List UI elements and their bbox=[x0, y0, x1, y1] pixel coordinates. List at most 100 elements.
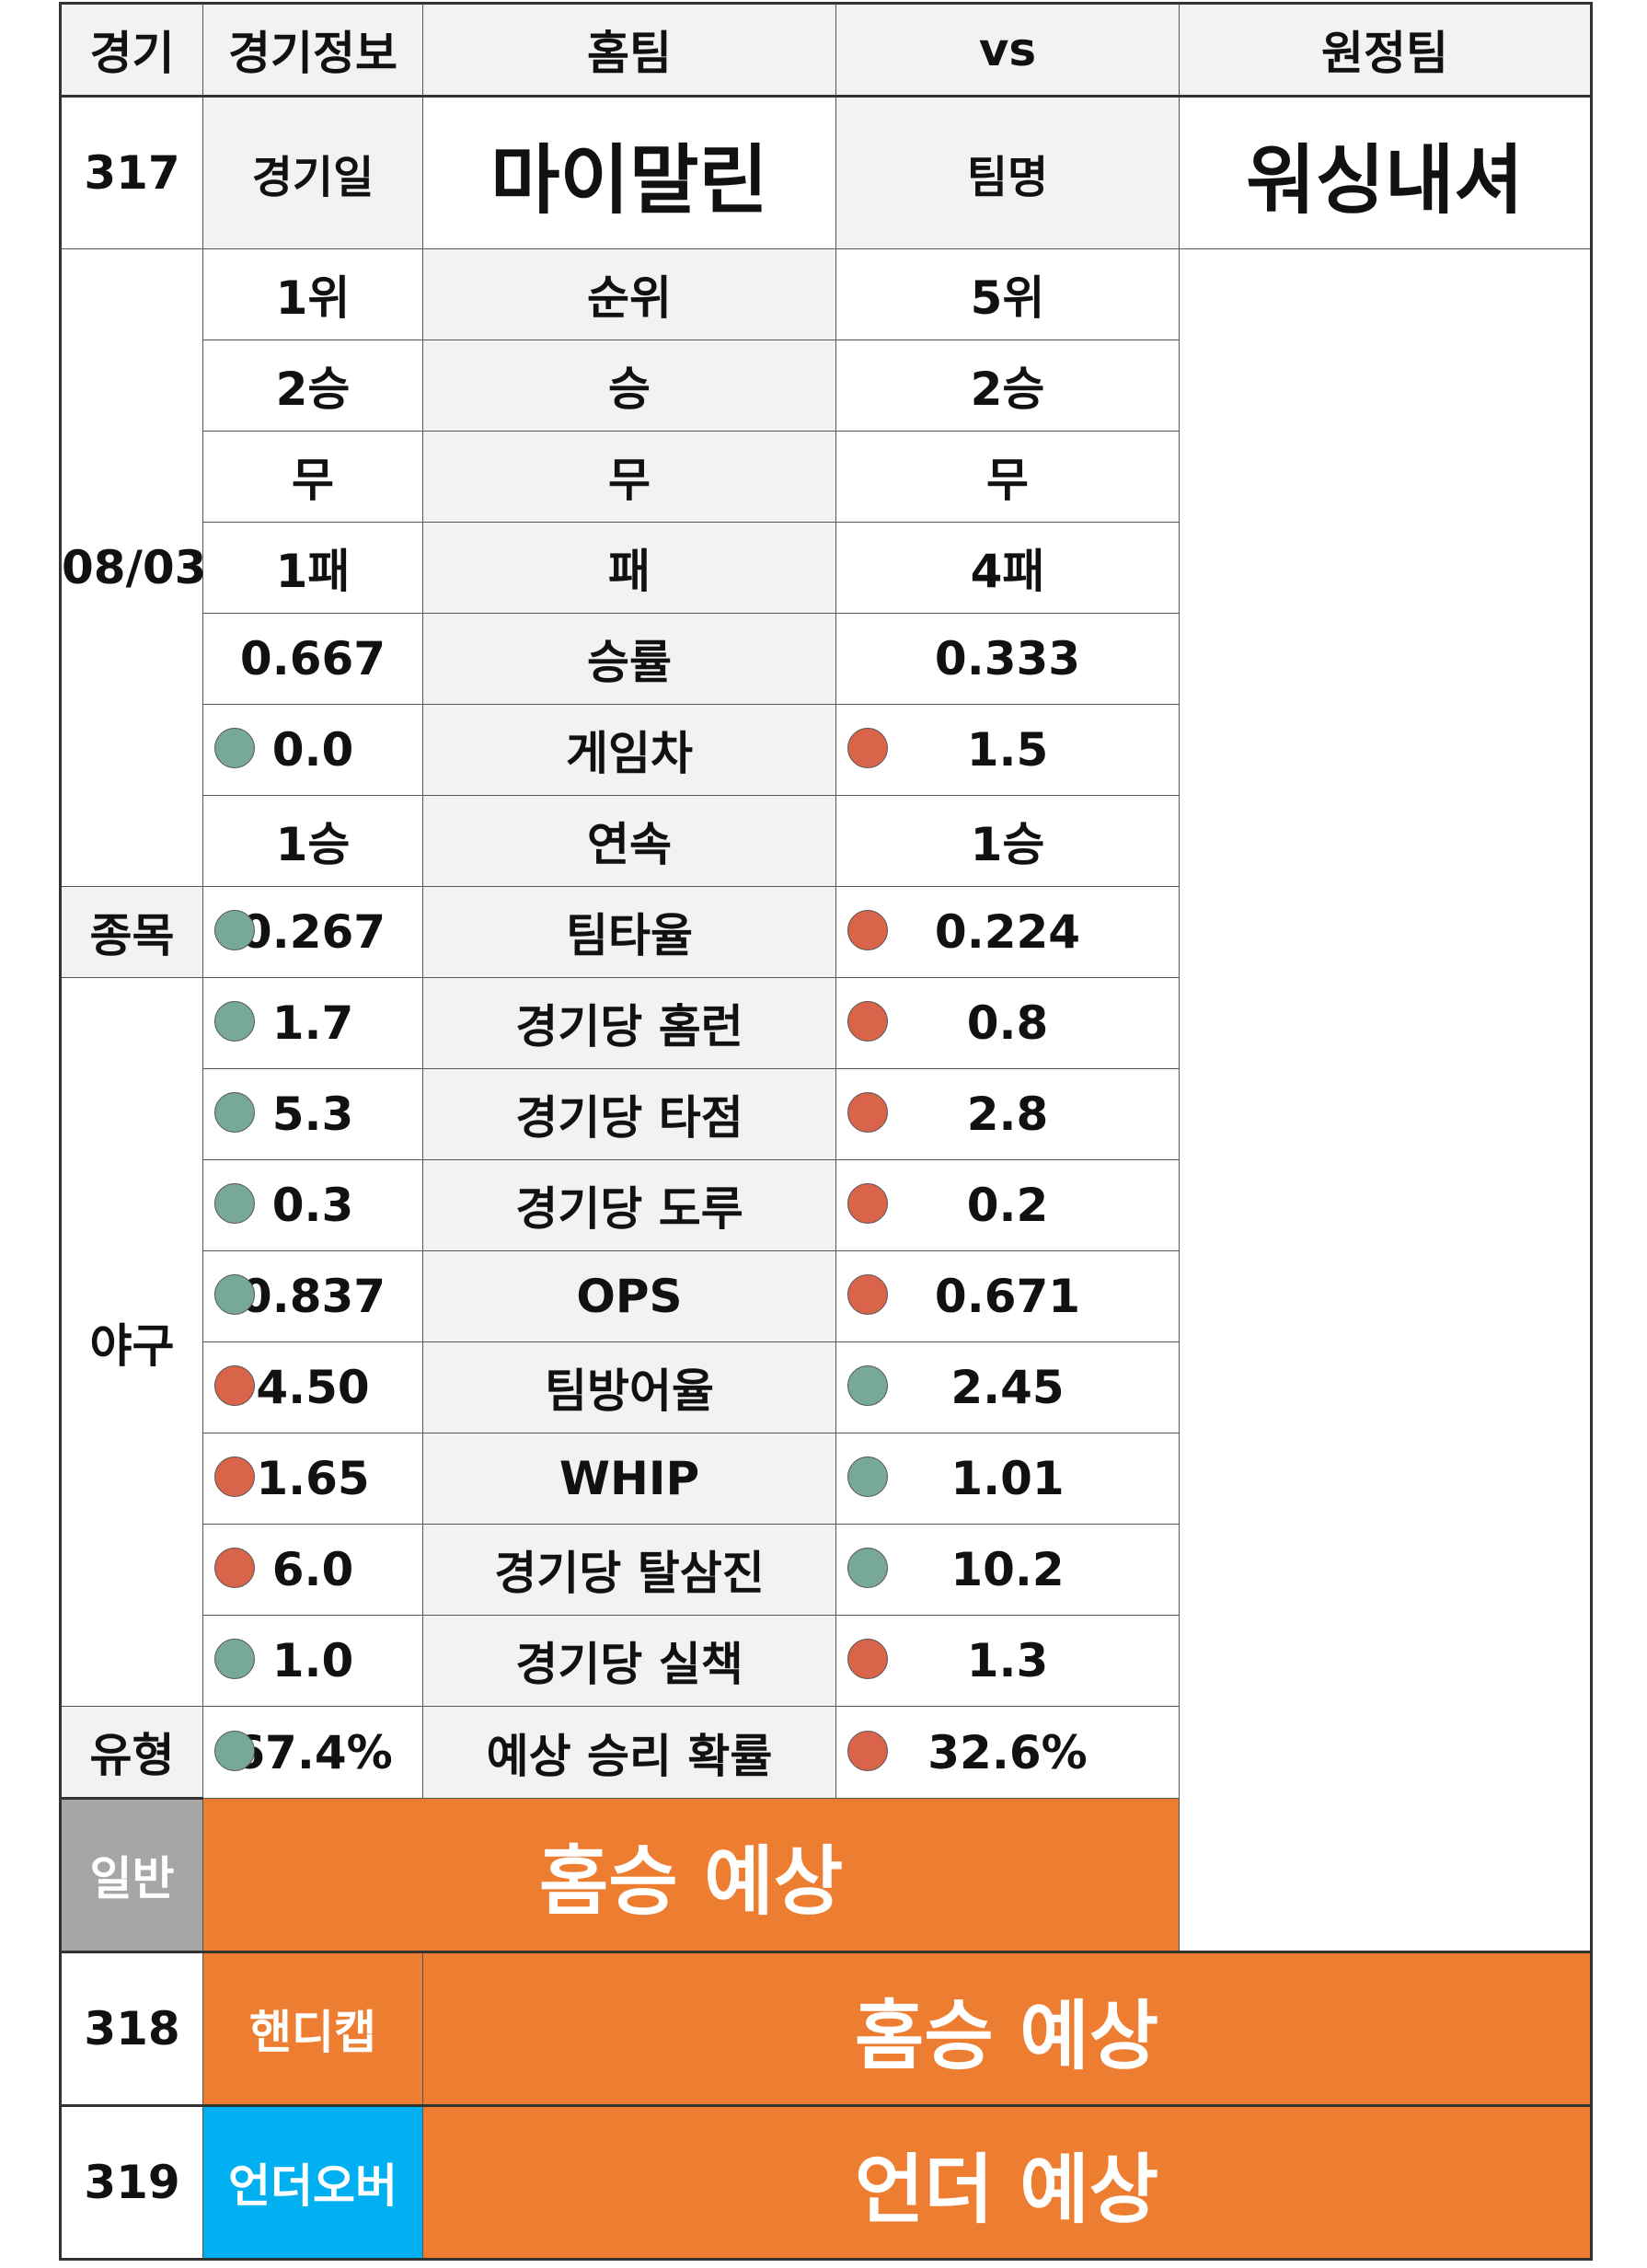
stat-row: 유형 67.4% 예상 승리 확률 32.6% bbox=[60, 1706, 1592, 1799]
home-stat-cell: 1패 bbox=[202, 522, 423, 614]
stat-label: 승 bbox=[422, 340, 836, 432]
away-stat-value: 0.8 bbox=[966, 996, 1049, 1050]
red-dot-icon bbox=[847, 1730, 888, 1771]
home-stat-cell: 0.3 bbox=[202, 1159, 423, 1251]
away-stat-value: 1승 bbox=[970, 818, 1045, 871]
home-stat-value: 0.837 bbox=[239, 1270, 386, 1323]
stat-label: 게임차 bbox=[422, 704, 836, 796]
away-stat-cell: 10.2 bbox=[835, 1524, 1180, 1616]
stat-row: 6.0 경기당 탈삼진 10.2 bbox=[61, 1524, 1592, 1616]
stat-row: 0.0 게임차 1.5 bbox=[61, 704, 1592, 796]
team-name-row: 317 경기일 마이말린 팀명 워싱내셔 bbox=[60, 96, 1592, 249]
away-stat-cell: 1.01 bbox=[835, 1433, 1180, 1525]
results-body: 일반 홈승 예상 318 핸디캡 홈승 예상 319 언더오버 언더 예상 bbox=[60, 1797, 1592, 2260]
sport-name: 야구 bbox=[60, 977, 203, 1707]
stat-label: 경기당 타점 bbox=[422, 1068, 836, 1160]
stat-row: 1승 연속 1승 bbox=[61, 795, 1592, 887]
away-stat-cell: 0.8 bbox=[835, 977, 1180, 1069]
green-dot-icon bbox=[214, 910, 255, 950]
home-stat-value: 67.4% bbox=[233, 1725, 393, 1779]
prediction-text: 홈승 예상 bbox=[422, 1951, 1592, 2106]
home-stat-value: 무 bbox=[292, 454, 334, 507]
green-dot-icon bbox=[214, 1183, 255, 1224]
away-stat-value: 2승 bbox=[970, 363, 1045, 416]
stat-label: 연속 bbox=[422, 795, 836, 887]
away-stat-value: 1.5 bbox=[966, 723, 1049, 777]
stat-row: 0.3 경기당 도루 0.2 bbox=[61, 1159, 1592, 1251]
away-stat-value: 2.8 bbox=[966, 1088, 1049, 1141]
green-dot-icon bbox=[847, 1365, 888, 1406]
header-vs: vs bbox=[835, 2, 1180, 98]
home-stat-value: 1.0 bbox=[271, 1634, 354, 1687]
stats-body: 08/03 1위 순위 5위 2승 승 2승 무 무 무 1패 패 4패 0.667 승률 0.333 0.0 게… bbox=[60, 248, 1592, 1799]
home-stat-cell: 2승 bbox=[202, 340, 423, 432]
stat-row: 4.50 팀방어율 2.45 bbox=[61, 1341, 1592, 1433]
home-stat-value: 4.50 bbox=[256, 1361, 370, 1414]
home-stat-cell: 67.4% bbox=[202, 1706, 423, 1799]
home-stat-cell: 0.267 bbox=[202, 886, 423, 978]
stat-row: 야구 1.7 경기당 홈런 0.8 bbox=[60, 977, 1592, 1707]
home-stat-value: 0.0 bbox=[271, 723, 354, 777]
prediction-text: 언더 예상 bbox=[422, 2104, 1592, 2260]
green-dot-icon bbox=[214, 728, 255, 768]
home-stat-value: 1.65 bbox=[256, 1452, 370, 1505]
home-stat-cell: 1.65 bbox=[202, 1433, 423, 1525]
home-stat-cell: 0.0 bbox=[202, 704, 423, 796]
home-stat-cell: 1.7 bbox=[202, 977, 423, 1069]
stat-label: 경기당 실책 bbox=[422, 1615, 836, 1707]
green-dot-icon bbox=[214, 1639, 255, 1679]
home-stat-cell: 1위 bbox=[202, 248, 423, 340]
away-stat-cell: 2.8 bbox=[835, 1068, 1180, 1160]
away-stat-cell: 2.45 bbox=[835, 1341, 1180, 1433]
stat-label: 경기당 도루 bbox=[422, 1159, 836, 1251]
header-game-info: 경기정보 bbox=[202, 2, 423, 98]
stat-row: 종목 0.267 팀타율 0.224 bbox=[60, 886, 1592, 978]
game-date: 08/03 bbox=[60, 248, 206, 887]
stat-label: 순위 bbox=[422, 248, 836, 340]
away-stat-value: 무 bbox=[986, 454, 1029, 507]
red-dot-icon bbox=[847, 1183, 888, 1224]
result-row: 318 핸디캡 홈승 예상 bbox=[60, 1951, 1592, 2106]
game-number: 319 bbox=[60, 2104, 203, 2260]
red-dot-icon bbox=[847, 1639, 888, 1679]
game-number: 317 bbox=[60, 96, 203, 249]
home-stat-value: 0.667 bbox=[239, 632, 386, 685]
away-stat-value: 0.333 bbox=[934, 632, 1081, 685]
prediction-text: 홈승 예상 bbox=[202, 1798, 1180, 1952]
away-stat-cell: 0.224 bbox=[835, 886, 1180, 978]
home-stat-value: 5.3 bbox=[271, 1088, 354, 1141]
away-stat-value: 5위 bbox=[970, 271, 1045, 325]
green-dot-icon bbox=[847, 1456, 888, 1497]
home-stat-value: 0.3 bbox=[271, 1179, 354, 1232]
red-dot-icon bbox=[847, 1001, 888, 1042]
red-dot-icon bbox=[847, 1274, 888, 1315]
home-stat-cell: 1승 bbox=[202, 795, 423, 887]
bet-type-label: 언더오버 bbox=[202, 2104, 423, 2260]
header-game: 경기 bbox=[60, 2, 203, 98]
away-stat-value: 10.2 bbox=[950, 1543, 1065, 1596]
home-stat-cell: 4.50 bbox=[202, 1341, 423, 1433]
away-stat-cell: 5위 bbox=[835, 248, 1180, 340]
away-stat-cell: 2승 bbox=[835, 340, 1180, 432]
header-row: 경기 경기정보 홈팀 vs 원정팀 bbox=[60, 2, 1592, 98]
green-dot-icon bbox=[847, 1548, 888, 1588]
header-home: 홈팀 bbox=[422, 2, 836, 98]
home-stat-cell: 1.0 bbox=[202, 1615, 423, 1707]
away-stat-value: 2.45 bbox=[950, 1361, 1065, 1414]
away-team-name: 워싱내셔 bbox=[1179, 96, 1592, 249]
away-stat-cell: 0.333 bbox=[835, 613, 1180, 705]
away-stat-value: 1.3 bbox=[966, 1634, 1049, 1687]
home-stat-value: 6.0 bbox=[271, 1543, 354, 1596]
stat-row: 2승 승 2승 bbox=[61, 340, 1592, 432]
stat-row: 1패 패 4패 bbox=[61, 522, 1592, 614]
away-stat-value: 0.671 bbox=[934, 1270, 1081, 1323]
green-dot-icon bbox=[214, 1092, 255, 1133]
home-stat-cell: 0.667 bbox=[202, 613, 423, 705]
red-dot-icon bbox=[847, 1092, 888, 1133]
home-stat-value: 0.267 bbox=[239, 905, 386, 959]
home-stat-value: 1위 bbox=[275, 271, 351, 325]
away-stat-value: 32.6% bbox=[927, 1725, 1088, 1779]
red-dot-icon bbox=[847, 728, 888, 768]
stat-label: OPS bbox=[422, 1250, 836, 1342]
